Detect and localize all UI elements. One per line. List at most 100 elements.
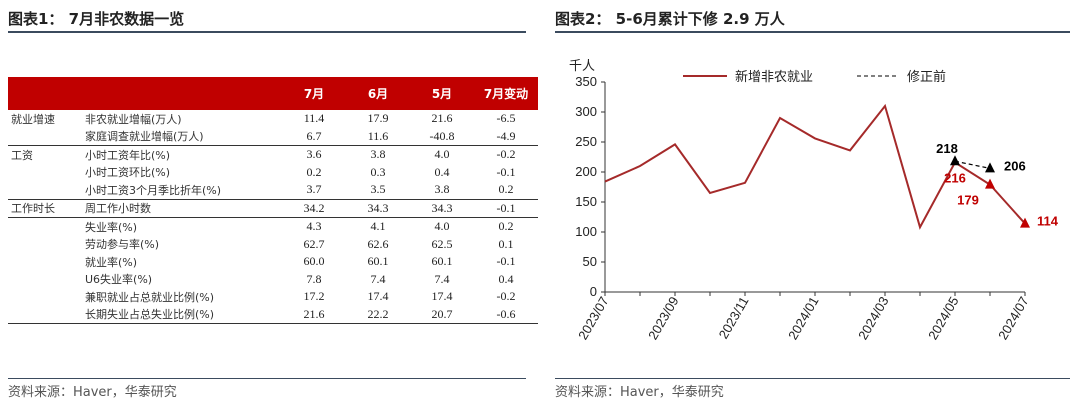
chart-legend: 新增非农就业 修正前	[683, 69, 946, 84]
metric-value: 7.4	[434, 271, 450, 286]
metric-label: U6失业率(%)	[85, 273, 153, 287]
left-title-rule	[8, 31, 526, 33]
group-label	[8, 305, 82, 324]
metric-value: 60.1	[367, 254, 389, 269]
metric-value: -0.2	[496, 289, 516, 304]
column-header: 7月	[282, 77, 346, 110]
metric-label: 劳动参与率(%)	[85, 238, 160, 252]
metric-value: 22.2	[346, 305, 410, 324]
x-tick-label: 2023/09	[645, 294, 681, 342]
series-line-pre-revision	[954, 160, 991, 169]
metric-value: 17.9	[367, 111, 389, 126]
metric-value: 11.4	[303, 111, 325, 126]
table-row: 劳动参与率(%) 62.7 62.6 62.5 0.1	[8, 236, 538, 254]
x-tick-label: 2024/05	[925, 294, 961, 342]
metric-label: 失业率(%)	[85, 220, 138, 234]
left-panel-title: 图表1： 7月非农数据一览	[8, 10, 185, 28]
right-title-rule	[555, 31, 1070, 33]
table-row: 家庭调查就业增幅(万人) 6.7 11.6 -40.8 -4.9	[8, 127, 538, 146]
group-label	[8, 127, 82, 146]
metric-value: -0.1	[496, 164, 516, 179]
series-point-marker	[985, 178, 995, 189]
metric-value: 62.7	[303, 236, 325, 251]
y-tick-label: 50	[583, 254, 597, 269]
metric-value: -4.9	[474, 127, 538, 146]
table-row: 长期失业占总失业比例(%) 21.6 22.2 20.7 -0.6	[8, 305, 538, 324]
table-row: 兼职就业占总就业比例(%) 17.2 17.4 17.4 -0.2	[8, 288, 538, 306]
table-row: 小时工资环比(%) 0.2 0.3 0.4 -0.1	[8, 164, 538, 182]
y-tick-label: 300	[575, 104, 597, 119]
metric-value: 17.2	[303, 289, 325, 304]
metric-value: 60.1	[431, 254, 453, 269]
metric-value: 7.8	[306, 271, 322, 286]
data-label: 206	[1004, 158, 1026, 173]
metric-value: 62.5	[431, 236, 453, 251]
metric-label: 小时工资3个月季比折年(%)	[82, 181, 282, 200]
data-label: 218	[936, 141, 958, 156]
metric-value: 62.6	[367, 236, 389, 251]
metric-value: 3.8	[370, 147, 386, 162]
group-label	[8, 236, 82, 254]
metric-value: 0.3	[370, 164, 386, 179]
metric-value: 0.4	[434, 164, 450, 179]
data-label: 216	[944, 170, 966, 185]
column-header: 5月	[410, 77, 474, 110]
metric-value: -40.8	[410, 127, 474, 146]
metric-value: 3.8	[410, 181, 474, 200]
metric-label: 就业率(%)	[85, 255, 138, 269]
metric-value: -0.6	[474, 305, 538, 324]
metric-value: 0.2	[474, 181, 538, 200]
metric-label: 兼职就业占总就业比例(%)	[85, 290, 215, 304]
group-label	[8, 218, 82, 236]
metric-value: 4.3	[306, 219, 322, 234]
metric-value: 60.0	[303, 254, 325, 269]
data-label: 114	[1037, 214, 1059, 229]
metric-value: -6.5	[496, 111, 516, 126]
metric-value: 17.4	[431, 289, 453, 304]
metric-value: 6.7	[282, 127, 346, 146]
group-label: 工作时长	[8, 199, 82, 218]
x-tick-label: 2024/01	[785, 294, 821, 342]
right-source-note: 资料来源：Haver，华泰研究	[555, 385, 724, 400]
table-row: 失业率(%) 4.3 4.1 4.0 0.2	[8, 218, 538, 236]
metric-value: 34.3	[410, 199, 474, 218]
metric-value: 3.7	[282, 181, 346, 200]
metric-label: 长期失业占总失业比例(%)	[82, 305, 282, 324]
table-header-row: 7月 6月 5月 7月变动	[8, 77, 538, 110]
table-row: 工作时长 周工作小时数 34.2 34.3 34.3 -0.1	[8, 199, 538, 218]
group-label: 工资	[11, 148, 33, 162]
series-line-new-nonfarm	[604, 103, 1026, 230]
legend-label-pre-revision: 修正前	[907, 69, 946, 84]
column-header	[8, 77, 82, 110]
y-tick-label: 250	[575, 134, 597, 149]
metric-value: 21.6	[282, 305, 346, 324]
metric-value: 4.0	[434, 147, 450, 162]
metric-value: 4.1	[370, 219, 386, 234]
table-row: 小时工资3个月季比折年(%) 3.7 3.5 3.8 0.2	[8, 181, 538, 200]
column-header	[82, 77, 282, 110]
metric-label: 小时工资年比(%)	[85, 148, 171, 162]
group-label	[8, 253, 82, 271]
x-tick-label: 2024/07	[995, 294, 1031, 342]
group-label: 就业增速	[11, 112, 55, 126]
metric-value: 4.0	[434, 219, 450, 234]
series-point-marker	[950, 155, 960, 166]
metric-label: 周工作小时数	[82, 199, 282, 218]
x-tick-label: 2023/07	[575, 294, 611, 342]
right-source-rule	[555, 378, 1070, 379]
metric-label: 小时工资环比(%)	[85, 166, 171, 180]
y-tick-label: 150	[575, 194, 597, 209]
metric-label: 非农就业增幅(万人)	[85, 112, 182, 126]
table-row: U6失业率(%) 7.8 7.4 7.4 0.4	[8, 271, 538, 289]
metric-value: -0.1	[496, 254, 516, 269]
metric-value: 17.4	[367, 289, 389, 304]
series-point-marker	[985, 162, 995, 173]
group-label	[8, 164, 82, 182]
x-tick-label: 2024/03	[855, 294, 891, 342]
legend-label-new-nonfarm: 新增非农就业	[735, 69, 813, 84]
metric-value: 11.6	[346, 127, 410, 146]
metric-value: 20.7	[410, 305, 474, 324]
table-row: 就业率(%) 60.0 60.1 60.1 -0.1	[8, 253, 538, 271]
left-source-note: 资料来源：Haver，华泰研究	[8, 385, 177, 400]
